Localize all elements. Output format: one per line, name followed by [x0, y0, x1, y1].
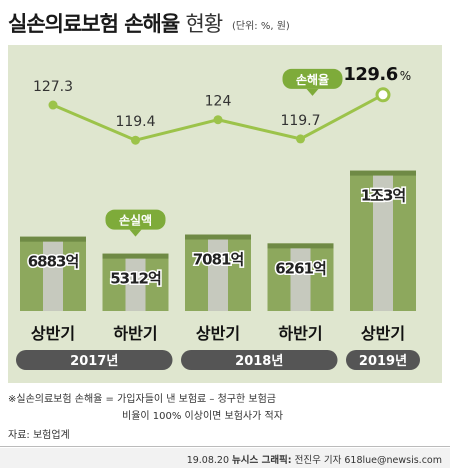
- loss-ratio-label: 119.7: [280, 113, 320, 129]
- credit-line: 19.08.20 뉴시스 그래픽: 전진우 기자 618lue@newsis.c…: [187, 452, 442, 466]
- year-label: 2018년: [235, 354, 283, 369]
- callout-label-loss: 손실액: [119, 213, 152, 228]
- loss-ratio-label-highlight: 129.6%: [343, 64, 410, 85]
- bar-top-band: [102, 253, 169, 259]
- credit-date: 19.08.20: [186, 455, 230, 466]
- year-band: [346, 350, 420, 370]
- loss-ratio-label: 124: [205, 94, 232, 110]
- callout-pointer-ratio: [306, 88, 319, 96]
- bar-stripe: [43, 241, 63, 311]
- year-label: 2017년: [70, 354, 118, 369]
- bar-value-label: 6883억: [28, 253, 79, 271]
- loss-ratio-highlight-value: 129.6: [343, 64, 397, 85]
- bar-stripe: [373, 175, 393, 311]
- chart-title: 실손의료보험 손해율 현황: [8, 8, 224, 38]
- callout-box-loss: [105, 209, 166, 230]
- loss-ratio-point: [213, 115, 223, 125]
- bar-top-band: [20, 236, 86, 242]
- chart-title-main: 실손의료보험 손해율: [8, 12, 180, 36]
- loss-ratio-label: 127.3: [33, 79, 73, 95]
- callout-pointer-loss: [129, 229, 142, 237]
- category-label: 하반기: [278, 324, 322, 343]
- unit-label: (단위: %, 원): [232, 21, 290, 32]
- callout-label-ratio: 손해율: [296, 73, 329, 87]
- bar-stripe: [208, 239, 228, 311]
- bar-stripe: [290, 248, 311, 311]
- bar-top-band: [267, 243, 334, 249]
- year-label: 2019년: [359, 354, 407, 369]
- credit-agency: 뉴시스 그래픽:: [232, 455, 292, 466]
- chart-title-suffix: 현황: [185, 12, 224, 36]
- loss-ratio-point: [48, 100, 58, 110]
- loss-ratio-point-highlight: [375, 87, 391, 103]
- bar-value-label: 1조3억: [361, 187, 406, 205]
- loss-ratio-point: [131, 135, 140, 145]
- definition-note-line1: ※실손의료보험 손해율 = 가입자들이 낸 보험료 – 청구한 보험금: [8, 394, 276, 405]
- footer-bar: [0, 448, 450, 468]
- year-band: [181, 350, 338, 370]
- credit-author: 전진우 기자 618lue@newsis.com: [294, 455, 442, 466]
- bar-top-band: [185, 234, 251, 240]
- callout-box-ratio: [282, 68, 343, 89]
- category-label: 상반기: [196, 324, 240, 343]
- loss-ratio-highlight-unit: %: [400, 69, 411, 83]
- loss-ratio-point: [296, 134, 305, 144]
- category-label: 상반기: [31, 324, 75, 343]
- bar-value-label: 7081억: [193, 251, 244, 269]
- bar-value-label: 6261억: [275, 259, 326, 277]
- loss-ratio-label: 119.4: [115, 114, 155, 130]
- source-note: 자료: 보험업계: [8, 430, 70, 441]
- bar-value-label: 5312억: [110, 270, 161, 288]
- bar-stripe: [125, 258, 146, 311]
- bar-top-band: [350, 170, 416, 176]
- definition-note-line2: 비율이 100% 이상이면 보험사가 적자: [122, 411, 283, 422]
- category-label: 하반기: [113, 324, 157, 343]
- category-label: 상반기: [361, 324, 405, 343]
- year-band: [16, 350, 173, 370]
- footer-divider: [0, 446, 450, 447]
